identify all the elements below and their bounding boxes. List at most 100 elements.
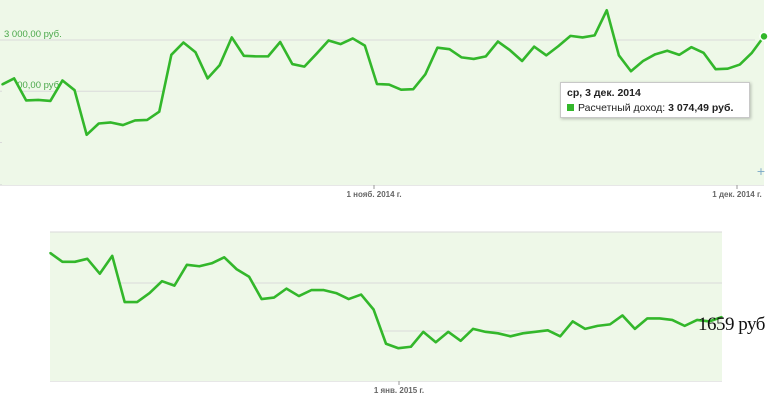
data-point-bottom bbox=[360, 293, 362, 296]
data-point-top bbox=[339, 43, 342, 45]
data-point-bottom bbox=[534, 331, 537, 333]
data-point-bottom bbox=[123, 301, 126, 303]
data-point-top bbox=[206, 77, 209, 80]
data-point-bottom bbox=[111, 255, 114, 257]
data-point-top bbox=[49, 100, 52, 102]
data-point-bottom bbox=[447, 331, 450, 333]
data-point-bottom bbox=[721, 316, 723, 318]
data-point-bottom bbox=[347, 298, 350, 300]
data-point-bottom bbox=[198, 265, 201, 268]
data-point-top bbox=[351, 37, 354, 40]
data-point-bottom bbox=[86, 258, 89, 260]
data-point-top bbox=[751, 51, 753, 54]
data-point-top bbox=[303, 65, 306, 68]
data-point-top bbox=[569, 35, 572, 37]
tooltip: ср, 3 дек. 2014 Расчетный доход: 3 074,4… bbox=[560, 82, 750, 118]
data-point-top bbox=[231, 36, 233, 39]
data-point-bottom bbox=[260, 298, 263, 300]
data-point-top bbox=[85, 133, 88, 136]
zoom-plus-icon: + bbox=[756, 165, 765, 178]
data-point-top bbox=[315, 53, 318, 55]
data-point-bottom bbox=[571, 320, 574, 323]
data-point-top bbox=[654, 53, 656, 56]
data-point-top bbox=[436, 46, 439, 49]
data-point-top bbox=[110, 121, 112, 124]
data-point-bottom bbox=[223, 256, 226, 259]
data-point-bottom bbox=[472, 328, 474, 330]
data-point-bottom bbox=[161, 280, 163, 282]
data-point-bottom bbox=[708, 320, 711, 323]
series-line-top bbox=[1, 8, 766, 137]
data-point-bottom bbox=[335, 292, 338, 294]
tooltip-series-swatch bbox=[567, 104, 574, 111]
data-point-bottom bbox=[497, 332, 499, 335]
data-point-top bbox=[61, 79, 64, 82]
data-point-top bbox=[593, 34, 596, 37]
data-point-top bbox=[533, 45, 535, 48]
data-point-bottom bbox=[273, 296, 275, 299]
data-point-bottom bbox=[397, 347, 400, 350]
y-tick-label-top: 3 000,00 руб. bbox=[4, 29, 62, 40]
data-point-top bbox=[364, 44, 366, 47]
data-point-bottom bbox=[372, 308, 375, 311]
data-point-bottom bbox=[298, 295, 300, 297]
tooltip-value: 3 074,49 руб. bbox=[668, 102, 734, 114]
data-point-bottom bbox=[74, 261, 76, 263]
data-point-bottom bbox=[98, 272, 101, 275]
data-point-top bbox=[545, 54, 548, 57]
area-fill-top bbox=[2, 10, 764, 185]
data-point-top bbox=[400, 88, 402, 91]
data-point-top bbox=[218, 64, 221, 66]
tooltip-series-label: Расчетный доход: bbox=[578, 102, 666, 114]
data-point-top bbox=[666, 49, 669, 52]
data-point-top bbox=[521, 60, 523, 62]
data-point-top bbox=[424, 73, 427, 76]
data-point-top bbox=[605, 9, 608, 12]
data-point-top bbox=[25, 99, 27, 102]
data-point-top bbox=[412, 88, 415, 90]
data-point-top bbox=[279, 41, 281, 43]
data-point-top bbox=[182, 41, 185, 44]
data-point-top bbox=[73, 89, 76, 91]
data-point-bottom bbox=[484, 331, 487, 333]
data-point-bottom bbox=[559, 335, 562, 338]
area-fill-bottom bbox=[50, 252, 722, 381]
data-point-bottom bbox=[596, 325, 599, 327]
data-point-top bbox=[146, 119, 148, 121]
tooltip-row: Расчетный доход: 3 074,49 руб. bbox=[567, 101, 743, 116]
data-point-bottom bbox=[235, 268, 238, 271]
data-point-bottom bbox=[422, 331, 425, 333]
data-point-top bbox=[122, 124, 124, 126]
data-point-top bbox=[243, 55, 245, 57]
data-point-top bbox=[255, 55, 257, 58]
data-point-bottom bbox=[61, 261, 64, 263]
data-point-top bbox=[460, 56, 463, 59]
data-point-top bbox=[618, 54, 620, 57]
data-point-top bbox=[134, 119, 136, 122]
data-point-bottom bbox=[609, 323, 611, 326]
data-point-bottom bbox=[634, 328, 636, 330]
data-point-top bbox=[37, 99, 40, 101]
x-tick-label-top: 1 нояб. 2014 г. bbox=[346, 190, 401, 199]
data-point-top bbox=[327, 39, 330, 42]
data-point-bottom bbox=[322, 289, 325, 291]
data-point-bottom bbox=[248, 275, 250, 278]
data-point-bottom bbox=[285, 287, 288, 290]
data-point-bottom bbox=[434, 341, 437, 344]
x-tick-label-bottom: 1 янв. 2015 г. bbox=[374, 386, 424, 395]
data-point-bottom bbox=[385, 342, 387, 345]
data-point-bottom bbox=[148, 292, 151, 294]
data-point-bottom bbox=[459, 339, 462, 342]
data-point-bottom bbox=[310, 289, 313, 291]
data-point-top bbox=[448, 48, 451, 50]
data-point-bottom bbox=[186, 263, 188, 266]
data-point-top bbox=[739, 63, 741, 66]
data-point-top bbox=[690, 46, 693, 48]
x-tick-label-top: 1 дек. 2014 г. bbox=[712, 190, 761, 199]
data-point-bottom bbox=[696, 319, 698, 321]
tooltip-date: ср, 3 дек. 2014 bbox=[567, 87, 641, 99]
data-point-bottom bbox=[646, 317, 649, 320]
data-point-bottom bbox=[210, 262, 213, 265]
data-point-top bbox=[170, 54, 173, 56]
